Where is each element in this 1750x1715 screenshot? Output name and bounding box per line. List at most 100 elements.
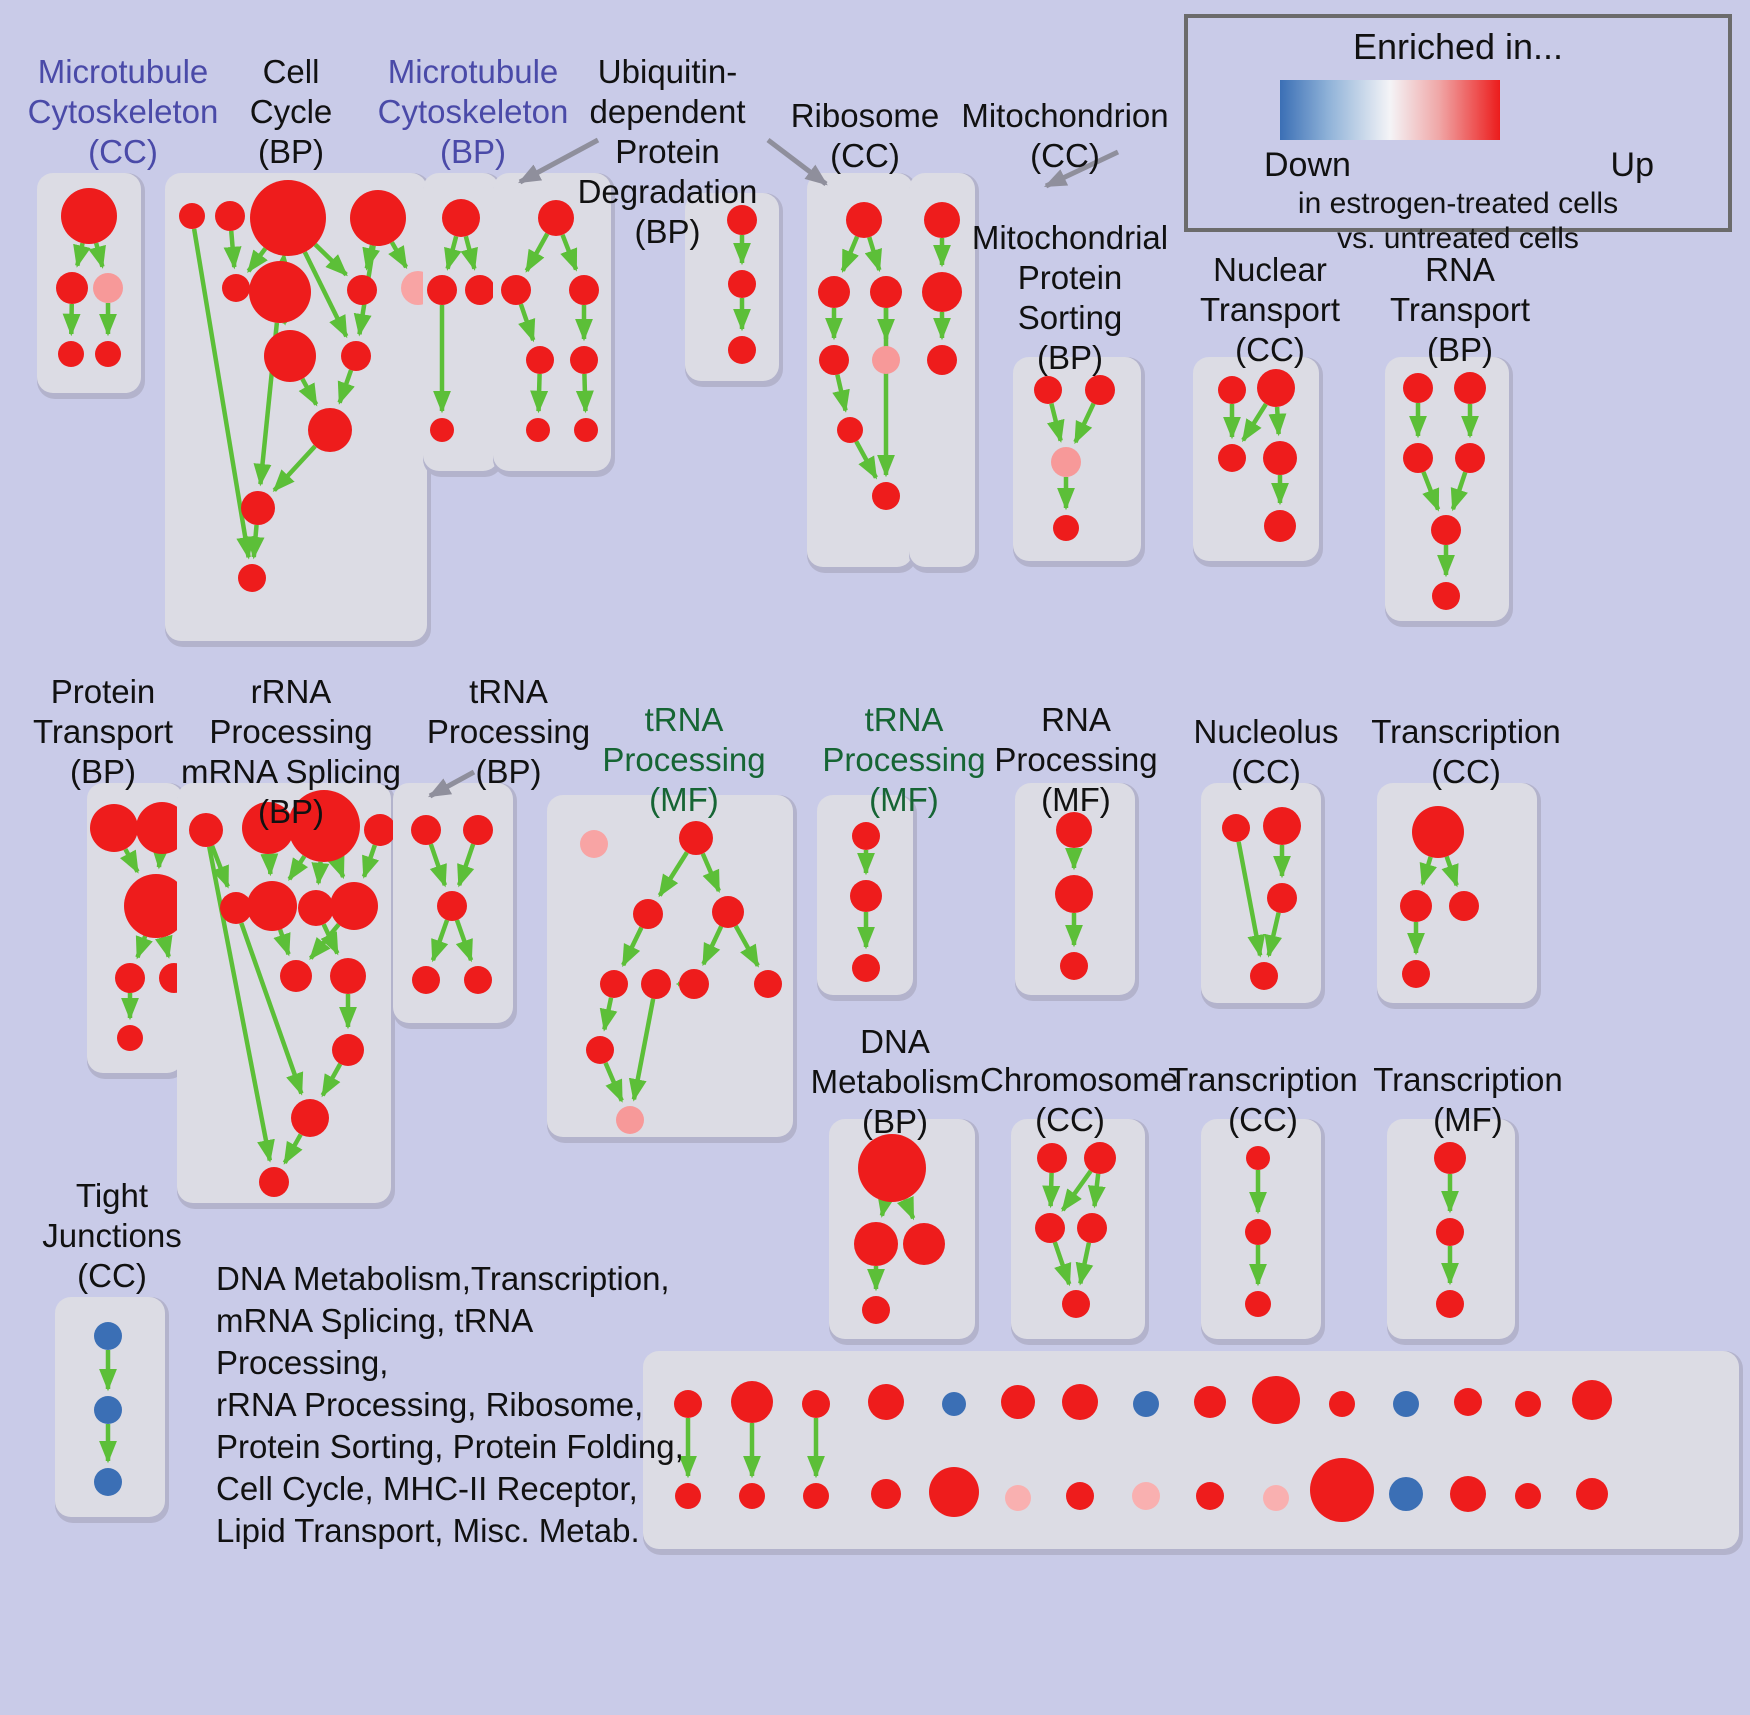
graph-node[interactable] xyxy=(347,275,377,305)
graph-node[interactable] xyxy=(1245,1291,1271,1317)
graph-node[interactable] xyxy=(728,270,756,298)
graph-node[interactable] xyxy=(1132,1482,1160,1510)
graph-node[interactable] xyxy=(837,417,863,443)
cluster-panel-misc-wide-panel[interactable] xyxy=(643,1351,1743,1555)
cluster-panel-microtubule-cytoskeleton-bp[interactable] xyxy=(423,173,503,477)
cluster-panel-tight-junctions-cc[interactable] xyxy=(55,1297,169,1523)
graph-node[interactable] xyxy=(903,1223,945,1265)
graph-node[interactable] xyxy=(291,1099,329,1137)
graph-node[interactable] xyxy=(1001,1385,1035,1419)
graph-node[interactable] xyxy=(1051,447,1081,477)
graph-node[interactable] xyxy=(215,201,245,231)
graph-node[interactable] xyxy=(124,874,188,938)
graph-node[interactable] xyxy=(1389,1477,1423,1511)
graph-node[interactable] xyxy=(580,830,608,858)
graph-node[interactable] xyxy=(728,336,756,364)
graph-node[interactable] xyxy=(1403,443,1433,473)
graph-node[interactable] xyxy=(616,1106,644,1134)
graph-node[interactable] xyxy=(330,882,378,930)
graph-node[interactable] xyxy=(1194,1386,1226,1418)
graph-node[interactable] xyxy=(679,969,709,999)
graph-node[interactable] xyxy=(731,1381,773,1423)
graph-node[interactable] xyxy=(364,814,396,846)
graph-node[interactable] xyxy=(802,1390,830,1418)
graph-node[interactable] xyxy=(1246,1146,1270,1170)
graph-node[interactable] xyxy=(727,205,757,235)
graph-node[interactable] xyxy=(846,202,882,238)
graph-node[interactable] xyxy=(1434,1142,1466,1174)
cluster-panel-mitochondrial-protein-sorting-bp[interactable] xyxy=(1013,357,1145,567)
cluster-panel-protein-transport-bp[interactable] xyxy=(87,783,189,1079)
graph-node[interactable] xyxy=(93,273,123,303)
graph-node[interactable] xyxy=(442,199,480,237)
graph-node[interactable] xyxy=(241,491,275,525)
graph-node[interactable] xyxy=(115,963,145,993)
graph-node[interactable] xyxy=(1035,1213,1065,1243)
cluster-panel-transcription-cc-bottom[interactable] xyxy=(1201,1119,1325,1345)
graph-node[interactable] xyxy=(852,822,880,850)
graph-node[interactable] xyxy=(754,970,782,998)
graph-node[interactable] xyxy=(1060,952,1088,980)
graph-node[interactable] xyxy=(1515,1391,1541,1417)
graph-node[interactable] xyxy=(1267,883,1297,913)
graph-node[interactable] xyxy=(1055,875,1093,913)
graph-node[interactable] xyxy=(1432,582,1460,610)
cluster-panel-chromosome-cc[interactable] xyxy=(1011,1119,1149,1345)
graph-node[interactable] xyxy=(1077,1213,1107,1243)
graph-node[interactable] xyxy=(868,1384,904,1420)
graph-node[interactable] xyxy=(1572,1380,1612,1420)
graph-node[interactable] xyxy=(1066,1482,1094,1510)
graph-node[interactable] xyxy=(1400,890,1432,922)
graph-node[interactable] xyxy=(1056,812,1092,848)
graph-node[interactable] xyxy=(922,272,962,312)
graph-node[interactable] xyxy=(332,1034,364,1066)
graph-node[interactable] xyxy=(1133,1391,1159,1417)
graph-node[interactable] xyxy=(1085,375,1115,405)
graph-node[interactable] xyxy=(95,341,121,367)
graph-node[interactable] xyxy=(464,966,492,994)
graph-node[interactable] xyxy=(259,1167,289,1197)
graph-node[interactable] xyxy=(854,1222,898,1266)
graph-node[interactable] xyxy=(872,346,900,374)
graph-node[interactable] xyxy=(264,330,316,382)
graph-node[interactable] xyxy=(280,960,312,992)
graph-node[interactable] xyxy=(189,813,223,847)
graph-node[interactable] xyxy=(1053,515,1079,541)
graph-node[interactable] xyxy=(1329,1391,1355,1417)
graph-node[interactable] xyxy=(1005,1485,1031,1511)
cluster-panel-mitochondrion-cc[interactable] xyxy=(909,173,979,573)
graph-node[interactable] xyxy=(538,200,574,236)
graph-node[interactable] xyxy=(1084,1142,1116,1174)
graph-node[interactable] xyxy=(430,418,454,442)
graph-node[interactable] xyxy=(586,1036,614,1064)
graph-node[interactable] xyxy=(1454,1388,1482,1416)
graph-node[interactable] xyxy=(1062,1290,1090,1318)
graph-node[interactable] xyxy=(1037,1143,1067,1173)
cluster-panel-dna-metabolism-bp[interactable] xyxy=(829,1119,979,1345)
graph-node[interactable] xyxy=(600,970,628,998)
graph-node[interactable] xyxy=(61,188,117,244)
graph-node[interactable] xyxy=(94,1322,122,1350)
graph-node[interactable] xyxy=(463,815,493,845)
graph-node[interactable] xyxy=(1263,807,1301,845)
graph-node[interactable] xyxy=(250,180,326,256)
graph-node[interactable] xyxy=(570,346,598,374)
graph-node[interactable] xyxy=(1222,814,1250,842)
graph-node[interactable] xyxy=(1218,376,1246,404)
graph-node[interactable] xyxy=(427,275,457,305)
graph-node[interactable] xyxy=(852,954,880,982)
graph-node[interactable] xyxy=(56,272,88,304)
graph-node[interactable] xyxy=(872,482,900,510)
graph-node[interactable] xyxy=(1263,441,1297,475)
graph-node[interactable] xyxy=(858,1134,926,1202)
cluster-panel-ubiquitin-degradation-a[interactable] xyxy=(493,173,615,477)
cluster-panel-trna-processing-bp[interactable] xyxy=(393,783,517,1029)
graph-node[interactable] xyxy=(179,203,205,229)
graph-node[interactable] xyxy=(58,341,84,367)
cluster-panel-microtubule-cytoskeleton-cc[interactable] xyxy=(37,173,145,399)
cluster-panel-nuclear-transport-cc[interactable] xyxy=(1193,357,1323,567)
graph-node[interactable] xyxy=(1431,515,1461,545)
cluster-panel-rna-processing-mf[interactable] xyxy=(1015,783,1139,1001)
graph-node[interactable] xyxy=(1310,1458,1374,1522)
graph-node[interactable] xyxy=(288,790,360,862)
